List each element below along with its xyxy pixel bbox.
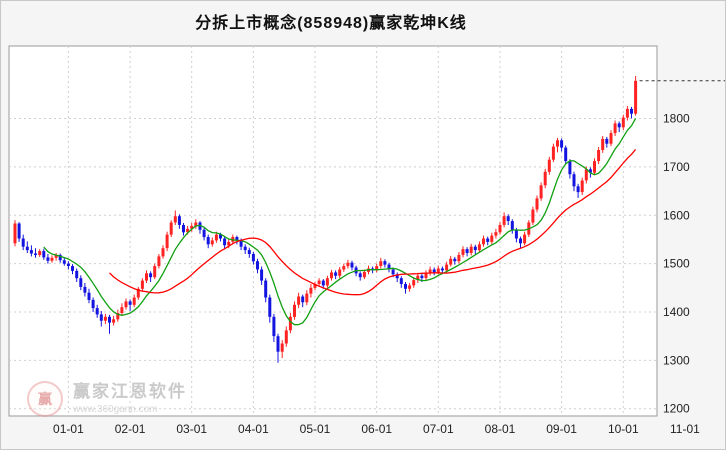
x-axis-label: 08-01 [485, 422, 516, 436]
x-axis-label: 10-01 [608, 422, 639, 436]
y-axis: 1200 1300 1400 1500 1600 1700 1800 [663, 112, 690, 416]
y-axis-label: 1800 [663, 112, 690, 126]
y-axis-label: 1500 [663, 257, 690, 271]
ma-line-slow [109, 148, 637, 296]
chart-title: 分拆上市概念(858948)赢家乾坤K线 [195, 15, 467, 32]
candles-layer [13, 76, 638, 363]
x-axis-label: 02-01 [115, 422, 146, 436]
y-axis-label: 1400 [663, 305, 690, 319]
y-axis-label: 1700 [663, 160, 690, 174]
x-axis-label: 01-01 [53, 422, 84, 436]
x-axis: 01-01 02-01 03-01 04-01 05-01 06-01 07-01 08-01… [53, 422, 700, 436]
y-axis-label: 1600 [663, 208, 690, 222]
x-axis-label: 11-01 [670, 422, 700, 436]
x-axis-label: 06-01 [361, 422, 392, 436]
x-axis-label: 03-01 [176, 422, 207, 436]
y-axis-label: 1300 [663, 353, 690, 367]
ma-line-fast [43, 118, 637, 326]
plot-background [8, 45, 658, 417]
x-axis-label: 07-01 [423, 422, 454, 436]
x-axis-label: 09-01 [546, 422, 577, 436]
y-axis-label: 1200 [663, 402, 690, 416]
x-axis-label: 05-01 [300, 422, 331, 436]
x-axis-label: 04-01 [238, 422, 269, 436]
